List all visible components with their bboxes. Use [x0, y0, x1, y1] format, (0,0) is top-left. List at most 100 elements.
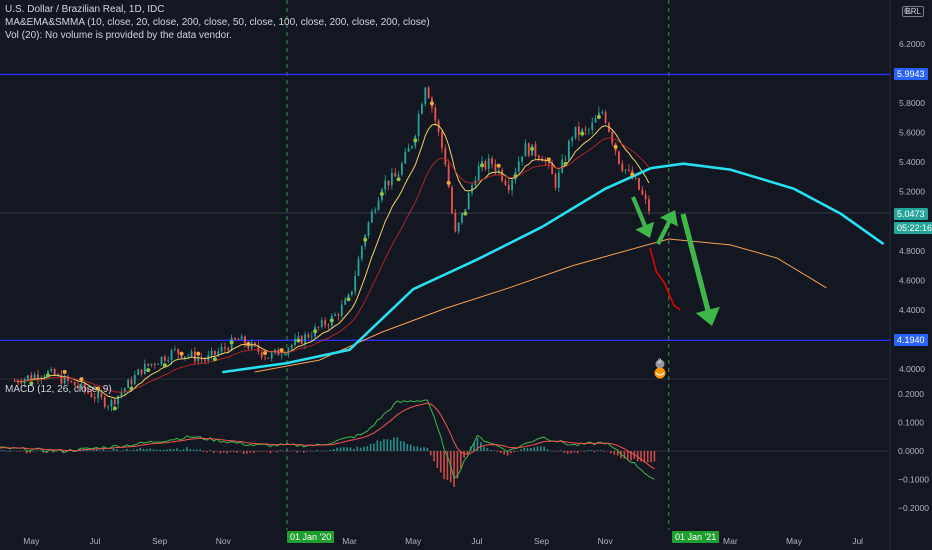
macd-histogram-bar	[336, 447, 339, 451]
candle-body	[491, 158, 493, 165]
macd-histogram-bar	[15, 451, 18, 452]
candle-body	[93, 397, 96, 399]
symbol-legend[interactable]: U.S. Dollar / Brazilian Real, 1D, IDC	[5, 4, 165, 15]
price-tick-label: 4.8000	[899, 246, 925, 256]
price-tick-label: 5.6000	[899, 128, 925, 138]
candle-body	[624, 169, 627, 171]
candle-body	[457, 222, 460, 232]
event-marker[interactable]: 2	[651, 359, 669, 379]
macd-histogram-bar	[446, 451, 449, 480]
macd-histogram-bar	[593, 451, 596, 453]
candle-body	[127, 379, 130, 389]
macd-histogram-bar	[236, 451, 238, 453]
macd-histogram-bar	[226, 451, 228, 454]
candle-body	[447, 164, 450, 188]
candle-body	[507, 184, 510, 191]
candle-body	[227, 348, 230, 351]
candle-body	[377, 200, 380, 211]
candle-body	[434, 107, 437, 121]
candle-body	[591, 122, 594, 130]
candle-body	[247, 344, 250, 349]
candle-body	[200, 358, 203, 360]
candle-body	[194, 351, 196, 362]
macd-histogram-bar	[246, 451, 248, 454]
candle-body	[107, 406, 109, 408]
ma-indicator-legend[interactable]: MA&EMA&SMMA (10, close, 20, close, 200, …	[5, 17, 430, 28]
macd-histogram-bar	[162, 449, 165, 451]
macd-histogram-bar	[546, 449, 549, 451]
candle-body	[137, 369, 140, 376]
candle-body	[290, 344, 293, 349]
time-tick-label: Sep	[152, 536, 167, 546]
macd-histogram-bar	[436, 451, 439, 469]
macd-histogram-bar	[192, 449, 195, 451]
signal-dot	[96, 386, 101, 391]
time-tick-label: May	[405, 536, 422, 546]
candle-body	[404, 151, 407, 164]
macd-histogram-bar	[550, 450, 552, 452]
signal-dot	[613, 144, 618, 149]
candle-body	[220, 347, 223, 352]
macd-histogram-bar	[222, 451, 225, 453]
macd-indicator-legend[interactable]: MACD (12, 26, close, 9)	[5, 384, 112, 395]
macd-histogram-bar	[653, 451, 656, 462]
ma-mid-line	[254, 238, 827, 373]
candle-body	[60, 374, 63, 384]
top-clipped-tick: 6.	[904, 6, 912, 16]
macd-histogram-bar	[189, 449, 192, 451]
candle-body	[494, 164, 497, 172]
price-tick-label: 4.0000	[899, 364, 925, 374]
green-arrow-up	[656, 210, 679, 245]
price-axis: 6.2000 5.8000 5.6000 5.4000 5.2000 4.8000 4.60…	[899, 39, 925, 374]
macd-histogram-bar	[366, 446, 369, 451]
candle-body	[601, 112, 604, 113]
macd-histogram-bar	[219, 451, 222, 454]
candle-body	[234, 337, 236, 340]
macd-histogram-bar	[169, 448, 172, 451]
ema-fast-line	[14, 123, 650, 399]
signal-dot	[263, 351, 268, 356]
time-axis: May Jul Sep Nov Mar May Jul Sep Nov Mar May Jul	[23, 536, 863, 546]
macd-histogram-bar	[486, 448, 489, 451]
macd-histogram-bar	[573, 451, 576, 453]
macd-histogram-bar	[510, 451, 512, 453]
macd-histogram-bar	[560, 450, 562, 451]
signal-dot	[129, 386, 134, 391]
macd-histogram-bar	[25, 451, 28, 454]
candle-body	[374, 210, 377, 212]
candle-body	[401, 163, 403, 175]
candle-body	[147, 363, 150, 366]
candle-body	[254, 342, 256, 346]
candle-body	[153, 363, 156, 365]
current-price-tag: 5.0473	[894, 208, 928, 220]
volume-indicator-legend[interactable]: Vol (20): No volume is provided by the d…	[5, 30, 232, 41]
macd-histogram-bar	[182, 449, 185, 451]
signal-dot	[112, 406, 117, 411]
candle-body	[197, 358, 200, 362]
macd-histogram-bar	[286, 450, 288, 451]
candle-body	[467, 192, 470, 210]
macd-histogram-bar	[429, 451, 432, 456]
candle-body	[210, 350, 213, 356]
time-tick-label: Jul	[90, 536, 101, 546]
candle-body	[280, 354, 283, 356]
candle-body	[90, 392, 93, 398]
candle-body	[270, 353, 273, 359]
macd-histogram-bar	[156, 449, 158, 451]
macd-histogram-bar	[359, 447, 362, 451]
candle-body	[284, 353, 286, 355]
candle-body	[190, 351, 193, 356]
macd-histogram-bar	[523, 448, 525, 451]
time-tick-label: Sep	[534, 536, 549, 546]
candle-body	[644, 194, 647, 200]
macd-histogram-bar	[139, 447, 142, 451]
candle-body	[384, 180, 387, 190]
candle-body	[350, 291, 353, 295]
candle-body	[337, 314, 340, 316]
time-tick-label: May	[23, 536, 40, 546]
currency-badge[interactable]: BRL	[902, 6, 924, 17]
green-arrow-down-short	[631, 196, 655, 238]
time-tick-label: Jul	[852, 536, 863, 546]
